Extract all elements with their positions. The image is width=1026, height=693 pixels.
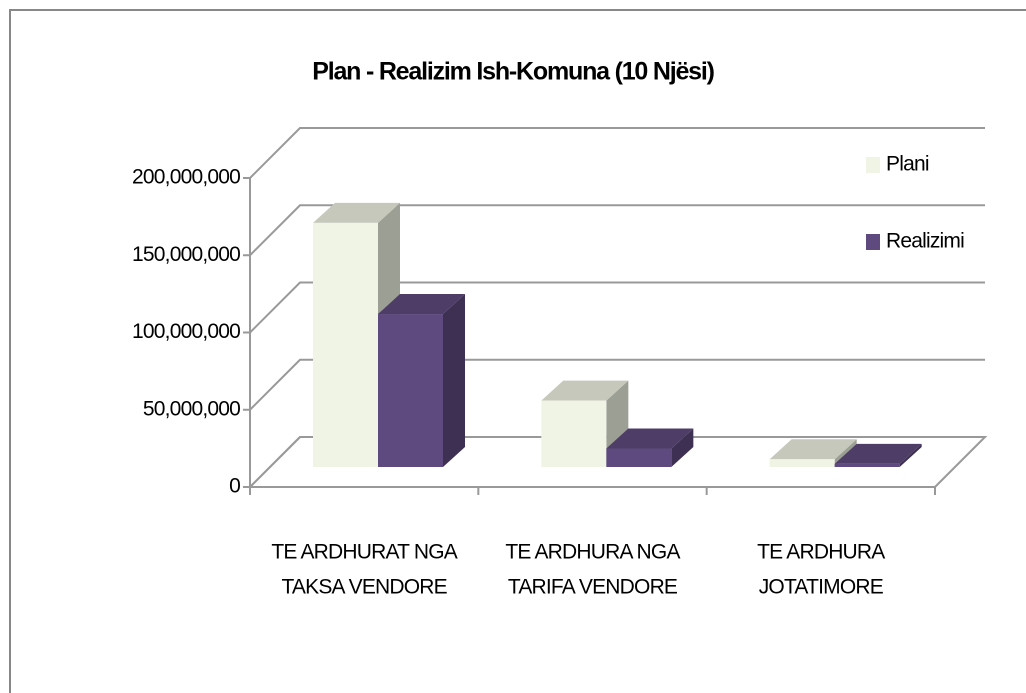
bar xyxy=(769,459,835,467)
bar-side xyxy=(671,428,694,467)
bar-top xyxy=(606,428,694,449)
legend-swatch xyxy=(866,234,880,250)
x-tick-label: TE ARDHURA NGA xyxy=(505,541,680,564)
x-tick-label: TARIFA VENDORE xyxy=(508,576,678,599)
x-tick-label: TE ARDHURA xyxy=(757,541,885,564)
bar xyxy=(313,222,378,467)
grid-line xyxy=(249,127,985,179)
bar-side xyxy=(443,294,465,467)
bar xyxy=(606,448,672,467)
legend-label: Plani xyxy=(886,153,929,176)
legend-swatch xyxy=(866,157,880,173)
grid-line xyxy=(249,281,985,334)
bar xyxy=(378,314,443,467)
bar-top xyxy=(769,439,857,460)
grid-line xyxy=(249,204,985,256)
x-tick-label: JOTATIMORE xyxy=(759,576,884,599)
y-tick-label: 100,000,000 xyxy=(132,320,240,343)
bar-side xyxy=(899,443,922,467)
x-tick-label: TE ARDHURAT NGA xyxy=(271,541,457,564)
legend-label: Realizimi xyxy=(886,230,964,253)
bar-top xyxy=(378,294,465,315)
y-tick-label: 150,000,000 xyxy=(132,243,240,266)
bar-top xyxy=(313,202,400,223)
x-tick-label: TAKSA VENDORE xyxy=(281,576,447,599)
chart-title: Plan - Realizim Ish-Komuna (10 Njësi) xyxy=(312,58,714,86)
y-tick-label: 50,000,000 xyxy=(143,397,240,420)
y-tick-label: 200,000,000 xyxy=(132,166,240,189)
chart-frame xyxy=(9,9,1026,693)
bar xyxy=(541,400,607,467)
grid-line xyxy=(249,436,985,488)
y-tick-label: 0 xyxy=(229,475,240,498)
bar xyxy=(834,463,900,467)
bar-top xyxy=(541,380,629,401)
grid-line xyxy=(249,358,985,411)
bar-top xyxy=(834,443,922,464)
